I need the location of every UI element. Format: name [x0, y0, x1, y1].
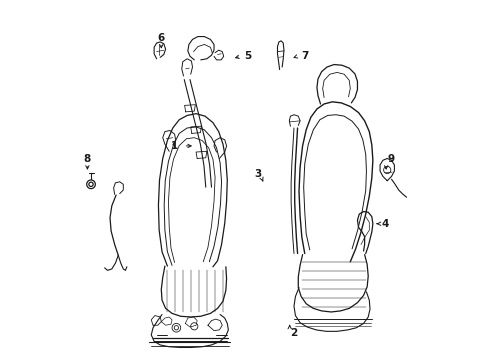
Text: 3: 3 [254, 168, 261, 179]
Text: 8: 8 [83, 154, 91, 164]
Text: 4: 4 [381, 219, 388, 229]
Text: 6: 6 [157, 33, 164, 43]
Text: 7: 7 [301, 51, 308, 61]
Text: 9: 9 [386, 154, 393, 164]
Text: 1: 1 [171, 141, 178, 151]
Text: 2: 2 [290, 328, 297, 338]
Text: 5: 5 [244, 51, 251, 61]
